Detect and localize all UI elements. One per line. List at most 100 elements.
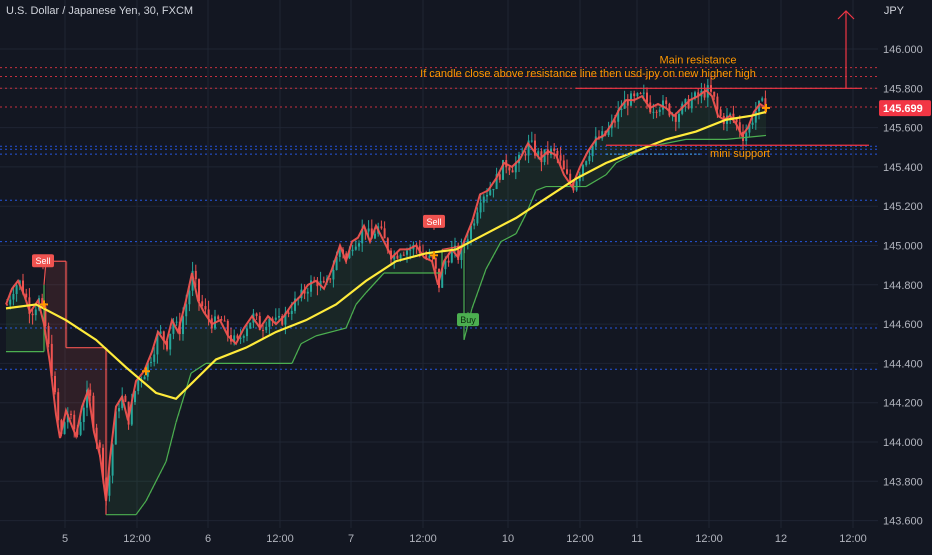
candle-body xyxy=(537,151,540,156)
signal-sell-label: Sell xyxy=(426,217,441,227)
trailing-stop-segment xyxy=(605,162,617,176)
candle-body xyxy=(188,290,191,305)
symbol-title: U.S. Dollar / Japanese Yen, 30, FXCM xyxy=(6,5,194,17)
candle-body xyxy=(22,280,24,294)
candle-body xyxy=(447,260,450,263)
candle-body xyxy=(348,251,351,259)
candle-body xyxy=(489,190,492,196)
candle-body xyxy=(194,270,197,280)
candle-body xyxy=(620,108,623,110)
candle-body xyxy=(198,279,200,302)
trailing-stop-segment xyxy=(175,373,192,423)
candle-body xyxy=(697,92,700,97)
candle-body xyxy=(514,163,517,173)
candle-body xyxy=(428,255,431,258)
candle-body xyxy=(284,312,287,325)
candle-body xyxy=(562,160,565,170)
candle-body xyxy=(748,124,751,133)
candle-body xyxy=(751,122,754,125)
candle-body xyxy=(406,250,408,255)
trailing-stop-segment xyxy=(515,213,527,234)
candle-body xyxy=(735,118,738,123)
candle-body xyxy=(636,93,639,97)
candle-body xyxy=(754,111,757,123)
candle-body xyxy=(585,161,588,166)
x-tick-label: 12:00 xyxy=(695,533,723,545)
candle-body xyxy=(588,156,591,162)
candle-body xyxy=(482,196,485,203)
candle-body xyxy=(374,233,376,239)
candle-body xyxy=(434,257,437,269)
candle-body xyxy=(732,113,735,119)
candle-body xyxy=(329,278,332,280)
candle-body xyxy=(242,336,245,338)
candle-body xyxy=(233,335,236,342)
candle-body xyxy=(450,248,453,263)
x-tick-label: 11 xyxy=(631,533,642,545)
y-tick-label: 145.800 xyxy=(883,83,923,95)
candle-body xyxy=(204,306,207,310)
candle-body xyxy=(114,411,117,445)
candle-body xyxy=(351,249,354,252)
candle-body xyxy=(9,299,12,305)
candle-body xyxy=(79,422,82,435)
y-tick-label: 144.400 xyxy=(883,358,923,370)
candle-body xyxy=(258,316,261,331)
trailing-stop-segment xyxy=(365,272,385,294)
candle-body xyxy=(534,140,536,156)
candle-body xyxy=(380,226,383,229)
candle-body xyxy=(185,304,188,317)
candle-body xyxy=(607,128,610,136)
candle-body xyxy=(102,447,104,478)
candle-body xyxy=(294,298,296,311)
x-tick-label: 12 xyxy=(775,533,787,545)
annotation-breakout-note: If candle close above resistance line th… xyxy=(420,68,756,80)
candle-body xyxy=(281,316,284,325)
y-tick-label: 145.200 xyxy=(883,201,923,213)
candle-body xyxy=(31,313,34,316)
candle-body xyxy=(626,100,629,106)
level-lines xyxy=(0,67,878,370)
candle-body xyxy=(92,395,95,428)
candle-body xyxy=(159,331,162,334)
candle-body xyxy=(575,181,578,191)
candle-body xyxy=(182,316,184,335)
trailing-stop-segment xyxy=(585,174,607,188)
candle-body xyxy=(268,318,271,327)
candle-body xyxy=(745,132,748,141)
candle-body xyxy=(566,169,568,174)
candle-body xyxy=(559,155,562,161)
fast-ma-line xyxy=(5,88,767,502)
candle-body xyxy=(441,269,444,288)
candle-body xyxy=(678,113,680,122)
candle-body xyxy=(34,309,37,316)
candle-body xyxy=(223,320,226,322)
candle-body xyxy=(738,122,741,133)
candle-body xyxy=(265,326,268,331)
candle-body xyxy=(719,109,722,116)
x-tick-label: 12:00 xyxy=(566,533,594,545)
trailing-stop-segment xyxy=(355,292,367,305)
trailing-stop-segment xyxy=(485,241,502,270)
candle-body xyxy=(370,228,373,239)
candle-body xyxy=(246,328,248,337)
candle-body xyxy=(633,93,636,97)
y-tick-label: 144.600 xyxy=(883,319,923,331)
candle-body xyxy=(402,254,405,256)
candle-body xyxy=(70,413,72,415)
candle-body xyxy=(54,375,56,393)
candle-body xyxy=(345,253,348,259)
candle-body xyxy=(476,212,479,224)
last-price-label: 145.699 xyxy=(883,103,923,115)
candle-body xyxy=(425,254,428,258)
candle-body xyxy=(15,285,18,295)
candle-body xyxy=(690,98,693,109)
candle-body xyxy=(63,422,66,435)
x-tick-label: 12:00 xyxy=(839,533,867,545)
signal-sell-label: Sell xyxy=(35,256,50,266)
candle-body xyxy=(201,301,204,307)
trailing-stop-segment xyxy=(500,233,517,243)
candle-body xyxy=(396,255,399,259)
